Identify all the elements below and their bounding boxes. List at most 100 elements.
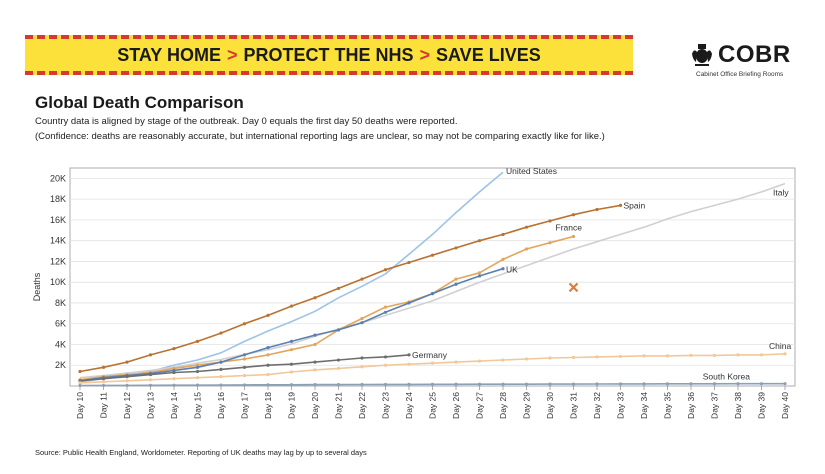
data-point-china	[595, 355, 599, 359]
cobr-logo: COBR Cabinet Office Briefing Rooms	[690, 40, 805, 84]
y-tick-label: 10K	[50, 277, 66, 287]
data-point-uk	[477, 274, 482, 278]
data-point-germany	[266, 363, 270, 367]
data-point-south-korea	[219, 383, 223, 387]
data-point-china	[430, 361, 435, 365]
data-point-france	[454, 277, 458, 281]
confidence-note: (Confidence: deaths are reasonably accur…	[35, 131, 605, 142]
data-point-spain	[524, 225, 529, 229]
data-point-germany	[195, 369, 200, 374]
data-point-south-korea	[571, 382, 576, 386]
y-tick-label: 6K	[55, 319, 66, 329]
data-point-germany	[383, 355, 388, 359]
banner-stay-home: STAY HOME	[117, 44, 221, 65]
data-point-uk	[454, 282, 458, 286]
data-point-china	[242, 374, 247, 378]
cobr-brand: COBR	[718, 41, 791, 68]
data-point-france	[571, 234, 576, 239]
y-tick-label: 8K	[55, 298, 66, 308]
data-point-south-korea	[78, 383, 82, 388]
data-point-south-korea	[266, 383, 270, 387]
data-point-france	[242, 357, 247, 361]
data-point-spain	[548, 219, 552, 223]
page-subtitle: Country data is aligned by stage of the …	[35, 116, 458, 127]
data-point-china	[618, 354, 623, 359]
data-point-france	[313, 342, 317, 347]
x-tick-label: Day 34	[639, 392, 649, 419]
data-point-spain	[219, 331, 223, 335]
data-point-south-korea	[595, 382, 599, 386]
x-tick-label: Day 19	[287, 392, 297, 419]
data-point-china	[689, 353, 693, 357]
data-point-china	[783, 352, 787, 356]
series-label-china: China	[769, 341, 791, 351]
data-point-china	[454, 360, 458, 364]
data-point-france	[477, 271, 482, 275]
banner-arrow-1: >	[226, 44, 238, 65]
x-tick-label: Day 29	[522, 392, 532, 419]
data-point-south-korea	[336, 382, 341, 387]
data-point-china	[642, 354, 646, 358]
data-point-china	[289, 370, 294, 374]
x-tick-label: Day 17	[240, 392, 250, 419]
page-title: Global Death Comparison	[35, 93, 244, 112]
series-line-italy	[79, 182, 786, 379]
data-point-uk	[219, 360, 223, 364]
data-point-spain	[101, 365, 106, 369]
data-point-germany	[313, 360, 317, 364]
data-point-china	[219, 375, 223, 379]
data-point-france	[360, 316, 364, 321]
x-tick-label: Day 25	[428, 392, 438, 419]
x-tick-label: Day 20	[310, 392, 320, 419]
data-point-china	[172, 377, 176, 381]
data-point-germany	[289, 362, 294, 366]
data-point-south-korea	[642, 382, 646, 386]
data-point-uk	[336, 328, 341, 332]
data-point-spain	[595, 207, 599, 212]
data-point-south-korea	[101, 383, 106, 388]
x-tick-label: Day 26	[451, 392, 461, 419]
x-tick-label: Day 21	[334, 392, 344, 419]
data-point-china	[266, 372, 270, 377]
x-tick-label: Day 23	[381, 392, 391, 419]
x-tick-label: Day 14	[169, 392, 179, 419]
banner-protect-nhs: PROTECT THE NHS	[243, 44, 414, 65]
data-point-spain	[125, 360, 129, 364]
y-tick-label: 14K	[50, 236, 66, 246]
series-label-south-korea: South Korea	[703, 372, 751, 382]
data-point-south-korea	[172, 383, 176, 387]
data-point-spain	[501, 232, 505, 237]
data-point-spain	[78, 369, 82, 374]
data-point-spain	[148, 353, 153, 357]
data-point-china	[571, 355, 576, 360]
y-tick-label: 2K	[55, 360, 66, 370]
data-point-spain	[407, 260, 411, 265]
data-point-germany	[407, 353, 411, 357]
x-tick-label: Day 33	[616, 392, 626, 419]
data-point-south-korea	[477, 382, 482, 386]
data-point-south-korea	[313, 383, 317, 387]
data-point-france	[501, 257, 505, 261]
y-tick-label: 18K	[50, 194, 66, 204]
x-tick-label: Day 38	[733, 392, 743, 419]
data-point-china	[148, 378, 153, 382]
data-point-china	[383, 363, 388, 367]
x-tick-label: Day 32	[592, 392, 602, 419]
data-point-spain	[618, 203, 623, 207]
banner-save-lives: SAVE LIVES	[436, 44, 541, 65]
data-point-spain	[313, 296, 317, 300]
data-point-south-korea	[548, 382, 552, 386]
data-point-spain	[383, 268, 388, 272]
data-point-germany	[125, 375, 129, 379]
data-point-spain	[454, 246, 458, 250]
series-label-france: France	[556, 223, 583, 233]
data-point-south-korea	[148, 383, 153, 387]
data-point-spain	[242, 322, 247, 326]
y-tick-label: 16K	[50, 215, 66, 225]
data-point-china	[712, 353, 717, 357]
data-point-china	[501, 358, 505, 362]
data-point-uk	[501, 267, 505, 271]
data-point-germany	[242, 365, 247, 369]
data-point-germany	[219, 367, 223, 371]
banner-arrow-2: >	[419, 44, 431, 65]
